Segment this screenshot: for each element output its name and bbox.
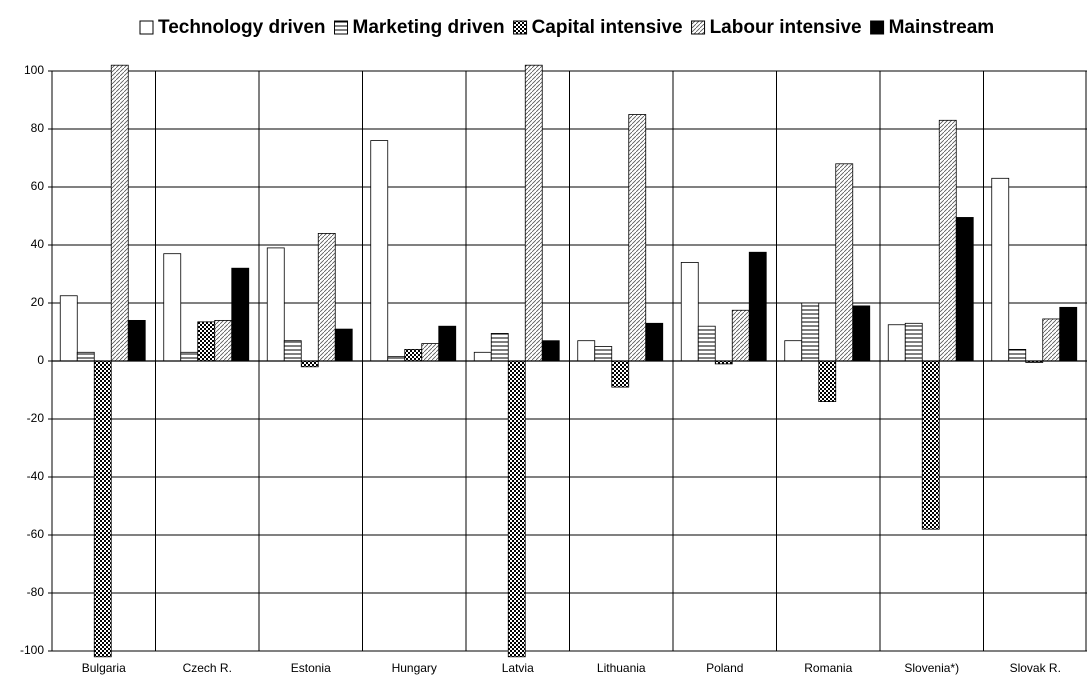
y-tick-label: -80: [27, 585, 45, 599]
bar: [421, 343, 440, 362]
bar: [955, 217, 974, 362]
y-tick-label: 60: [31, 179, 45, 193]
bar: [127, 319, 146, 362]
bar: [784, 340, 803, 362]
bar: [697, 325, 716, 362]
bar: [541, 340, 560, 362]
bar: [214, 319, 233, 362]
legend-swatch: [139, 20, 154, 35]
legend-label: Capital intensive: [532, 17, 683, 38]
x-tick-label: Hungary: [392, 661, 437, 675]
bar: [524, 64, 543, 362]
bar: [921, 360, 940, 530]
y-tick-label: 0: [37, 353, 44, 367]
y-tick-label: 20: [31, 295, 45, 309]
bar: [628, 114, 647, 362]
y-tick-label: 100: [24, 63, 44, 77]
bar: [835, 163, 854, 362]
bar: [317, 232, 336, 362]
bar: [904, 322, 923, 362]
bar: [266, 247, 285, 362]
bar: [387, 356, 406, 362]
bar: [76, 351, 95, 362]
x-tick-label: Poland: [706, 661, 743, 675]
bar: [93, 360, 112, 658]
bar: [283, 340, 302, 362]
y-tick-label: -100: [20, 643, 44, 657]
y-tick-label: -20: [27, 411, 45, 425]
legend-swatch: [513, 20, 528, 35]
bar: [611, 360, 630, 388]
legend-swatch: [334, 20, 349, 35]
bar: [991, 177, 1010, 362]
x-tick-label: Bulgaria: [82, 661, 126, 675]
bar: [438, 325, 457, 362]
x-tick-label: Latvia: [502, 661, 534, 675]
bar: [1008, 348, 1027, 362]
bar: [334, 328, 353, 362]
y-tick-label: -40: [27, 469, 45, 483]
bar: [748, 251, 767, 362]
bar: [818, 360, 837, 402]
bar: [370, 140, 389, 362]
bar: [594, 346, 613, 362]
bar: [1042, 318, 1061, 362]
x-tick-label: Czech R.: [183, 661, 232, 675]
x-tick-label: Lithuania: [597, 661, 646, 675]
x-tick-label: Romania: [804, 661, 852, 675]
bar: [300, 360, 319, 368]
bar: [577, 340, 596, 362]
bar: [645, 322, 664, 362]
bar: [887, 324, 906, 362]
bar: [59, 295, 78, 362]
bar: [110, 64, 129, 362]
legend-swatch: [870, 20, 885, 35]
bar: [731, 309, 750, 362]
x-tick-label: Estonia: [291, 661, 331, 675]
bar: [801, 302, 820, 362]
bar: [197, 321, 216, 362]
bar: [490, 333, 509, 362]
bar: [1059, 306, 1078, 362]
y-tick-label: 40: [31, 237, 45, 251]
x-tick-label: Slovak R.: [1010, 661, 1061, 675]
x-tick-label: Slovenia*): [904, 661, 959, 675]
y-tick-label: -60: [27, 527, 45, 541]
bar: [231, 267, 250, 362]
bar: [163, 253, 182, 362]
bar: [852, 305, 871, 362]
legend-label: Mainstream: [889, 17, 995, 38]
legend-label: Labour intensive: [710, 17, 862, 38]
y-tick-label: 80: [31, 121, 45, 135]
bar: [404, 348, 423, 362]
legend-label: Marketing driven: [353, 17, 505, 38]
bar: [180, 351, 199, 362]
bar: [473, 351, 492, 362]
legend-label: Technology driven: [158, 17, 326, 38]
legend-swatch: [691, 20, 706, 35]
bar: [938, 119, 957, 362]
bar: [507, 360, 526, 658]
bar: [680, 261, 699, 362]
